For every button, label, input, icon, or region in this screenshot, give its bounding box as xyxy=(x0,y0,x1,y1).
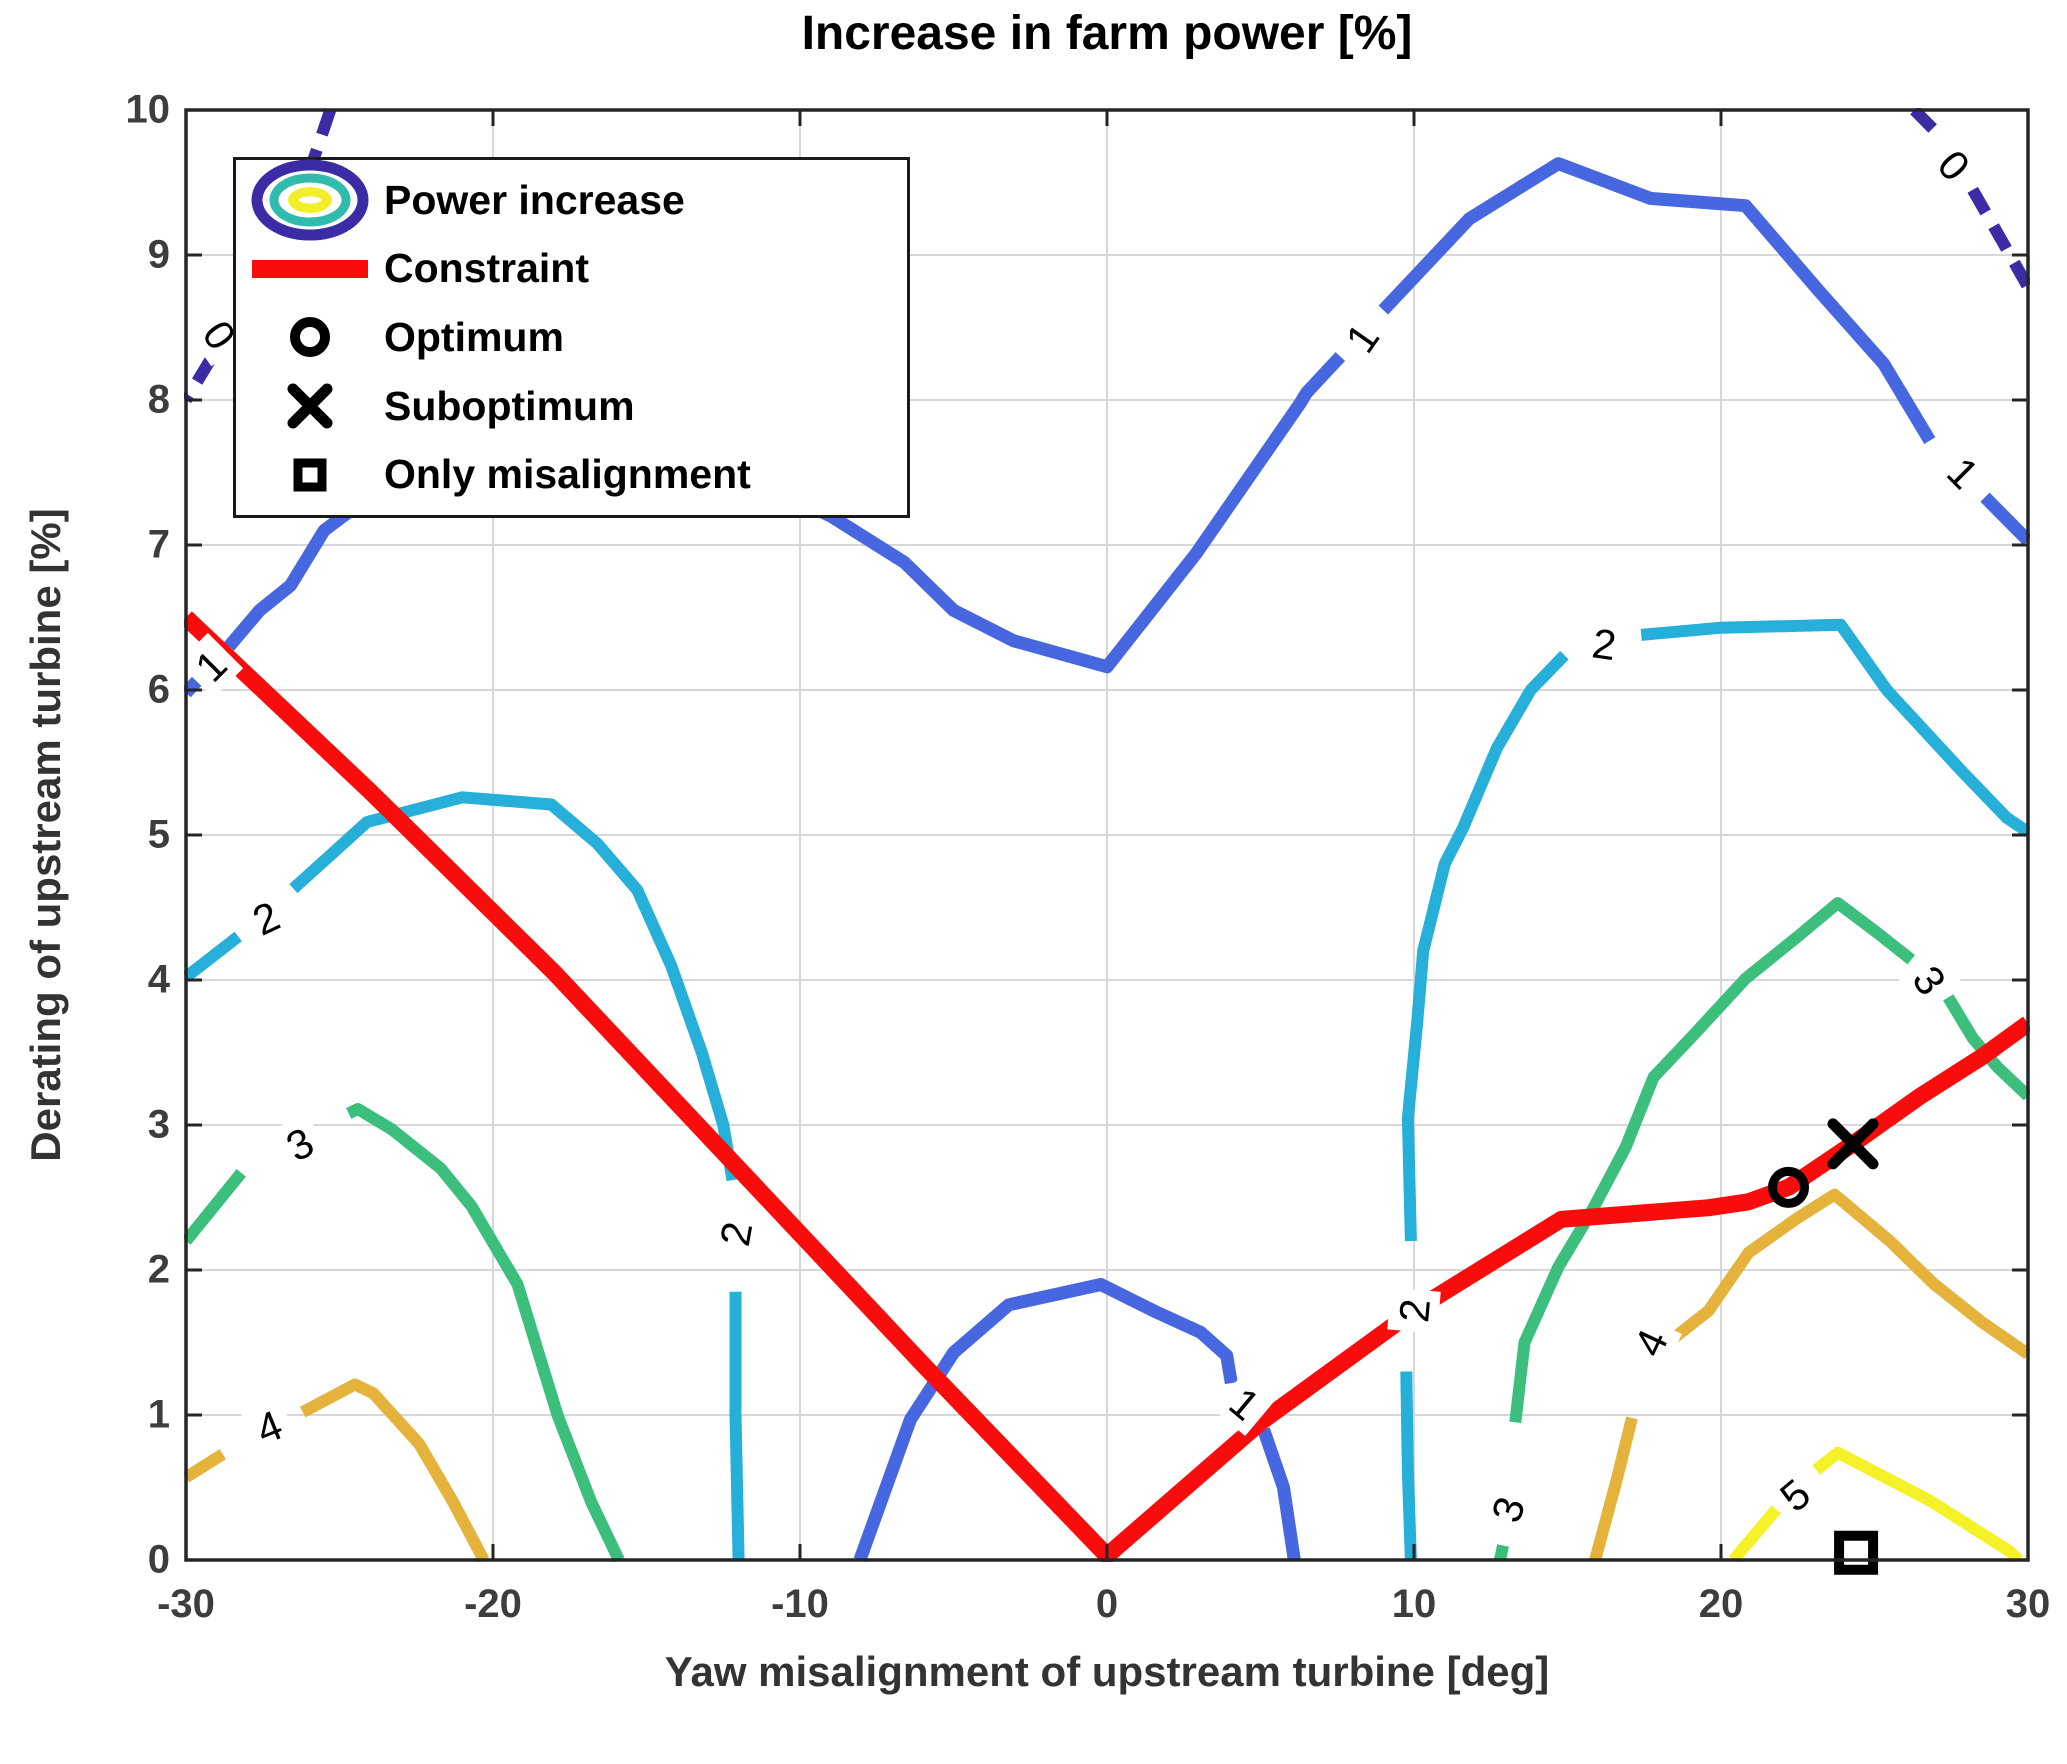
legend-item-constraint: Constraint xyxy=(236,235,907,303)
legend-label: Constraint xyxy=(384,245,589,292)
contour-level-1 xyxy=(1378,157,1936,444)
svg-text:2: 2 xyxy=(1390,1297,1439,1324)
x-tick-30: 30 xyxy=(2005,1582,2051,1626)
contour-level-4 xyxy=(1589,1416,1638,1562)
y-tick-8: 8 xyxy=(147,377,170,422)
contour-label-2: 2 xyxy=(1387,1287,1441,1334)
contour-level-4 xyxy=(184,1449,226,1483)
contour-level-1 xyxy=(853,1278,1238,1562)
x-axis-label: Yaw misalignment of upstream turbine [de… xyxy=(664,1648,1550,1695)
only-misalignment-square-icon xyxy=(236,450,384,500)
suboptimum-x-icon xyxy=(236,381,384,431)
y-tick-3: 3 xyxy=(147,1102,170,1147)
legend-item-power-increase: Power increase xyxy=(236,159,907,241)
contour-level-0 xyxy=(1910,108,1941,137)
contour-level-1 xyxy=(1257,1427,1301,1561)
legend-item-optimum: Optimum xyxy=(236,303,907,371)
contour-label-2: 2 xyxy=(1580,615,1629,672)
legend-label: Power increase xyxy=(384,176,685,223)
y-tick-9: 9 xyxy=(147,232,170,277)
marker-only-misalignment xyxy=(1834,1530,1879,1575)
contour-level-2 xyxy=(1400,1371,1417,1561)
contour-level-5 xyxy=(1728,1505,1781,1562)
contour-label-3: 3 xyxy=(269,1111,330,1176)
contour-level-5 xyxy=(1812,1446,2023,1562)
optimum-circle-icon xyxy=(236,312,384,362)
constraint-line xyxy=(184,611,2030,1562)
y-axis-label: Derating of upstream turbine [%] xyxy=(22,508,69,1162)
contour-label-1: 1 xyxy=(1930,439,1997,506)
gridlines xyxy=(186,110,2028,1560)
legend-item-only-misalignment: Only misalignment xyxy=(236,441,907,509)
y-tick-4: 4 xyxy=(147,957,170,1002)
contour-level-3 xyxy=(184,1169,246,1245)
marker-suboptimum xyxy=(1827,1118,1879,1170)
contour-level-4 xyxy=(299,1378,490,1562)
y-tick-10: 10 xyxy=(125,87,171,132)
legend-label: Optimum xyxy=(384,313,564,360)
legend-label: Suboptimum xyxy=(384,382,635,429)
contour-level-4 xyxy=(1668,1188,2030,1360)
x-tick-0: 0 xyxy=(1095,1582,1119,1626)
x-tick-20: 20 xyxy=(1698,1582,1744,1626)
contour-label-4: 4 xyxy=(1618,1312,1682,1373)
contour-label-3: 3 xyxy=(1477,1481,1538,1537)
markers xyxy=(1768,1118,1879,1575)
y-tick-5: 5 xyxy=(147,812,170,857)
y-tick-6: 6 xyxy=(147,667,170,712)
contour-level-3 xyxy=(1494,1544,1509,1562)
x-tick--10: -10 xyxy=(771,1582,829,1626)
x-tick-10: 10 xyxy=(1391,1582,1437,1626)
power-increase-contours-icon xyxy=(236,157,384,243)
x-tick--20: -20 xyxy=(464,1582,522,1626)
y-tick-1: 1 xyxy=(147,1392,170,1437)
contour-level-2 xyxy=(289,791,739,1182)
contour-level-0 xyxy=(184,356,216,404)
contour-level-2 xyxy=(184,931,242,982)
contour-level-1 xyxy=(224,352,1346,674)
constraint-line-icon xyxy=(236,257,384,281)
y-tick-7: 7 xyxy=(147,522,170,567)
contour-level-2 xyxy=(729,1291,745,1561)
contour-level-0 xyxy=(1967,186,2030,290)
legend: Power increase Constraint Optimum Subopt… xyxy=(233,157,910,518)
axes-frame xyxy=(184,108,2030,1562)
marker-optimum xyxy=(1768,1166,1810,1208)
x-tick--30: -30 xyxy=(157,1582,215,1626)
y-tick-0: 0 xyxy=(147,1537,170,1582)
contour-level-3 xyxy=(1509,897,1916,1423)
contour-level-1 xyxy=(1980,492,2030,546)
y-tick-2: 2 xyxy=(147,1247,170,1292)
chart-title: Increase in farm power [%] xyxy=(801,7,1413,60)
contour-level-2 xyxy=(1640,618,2030,838)
contour-level-3 xyxy=(346,1103,625,1562)
legend-label: Only misalignment xyxy=(384,451,751,498)
contour-lines xyxy=(184,108,2030,1562)
contour-label-2: 2 xyxy=(236,886,296,950)
contour-level-2 xyxy=(1401,651,1569,1242)
legend-item-suboptimum: Suboptimum xyxy=(236,372,907,440)
contour-label-4: 4 xyxy=(240,1395,298,1458)
contour-label-2: 2 xyxy=(707,1208,764,1259)
